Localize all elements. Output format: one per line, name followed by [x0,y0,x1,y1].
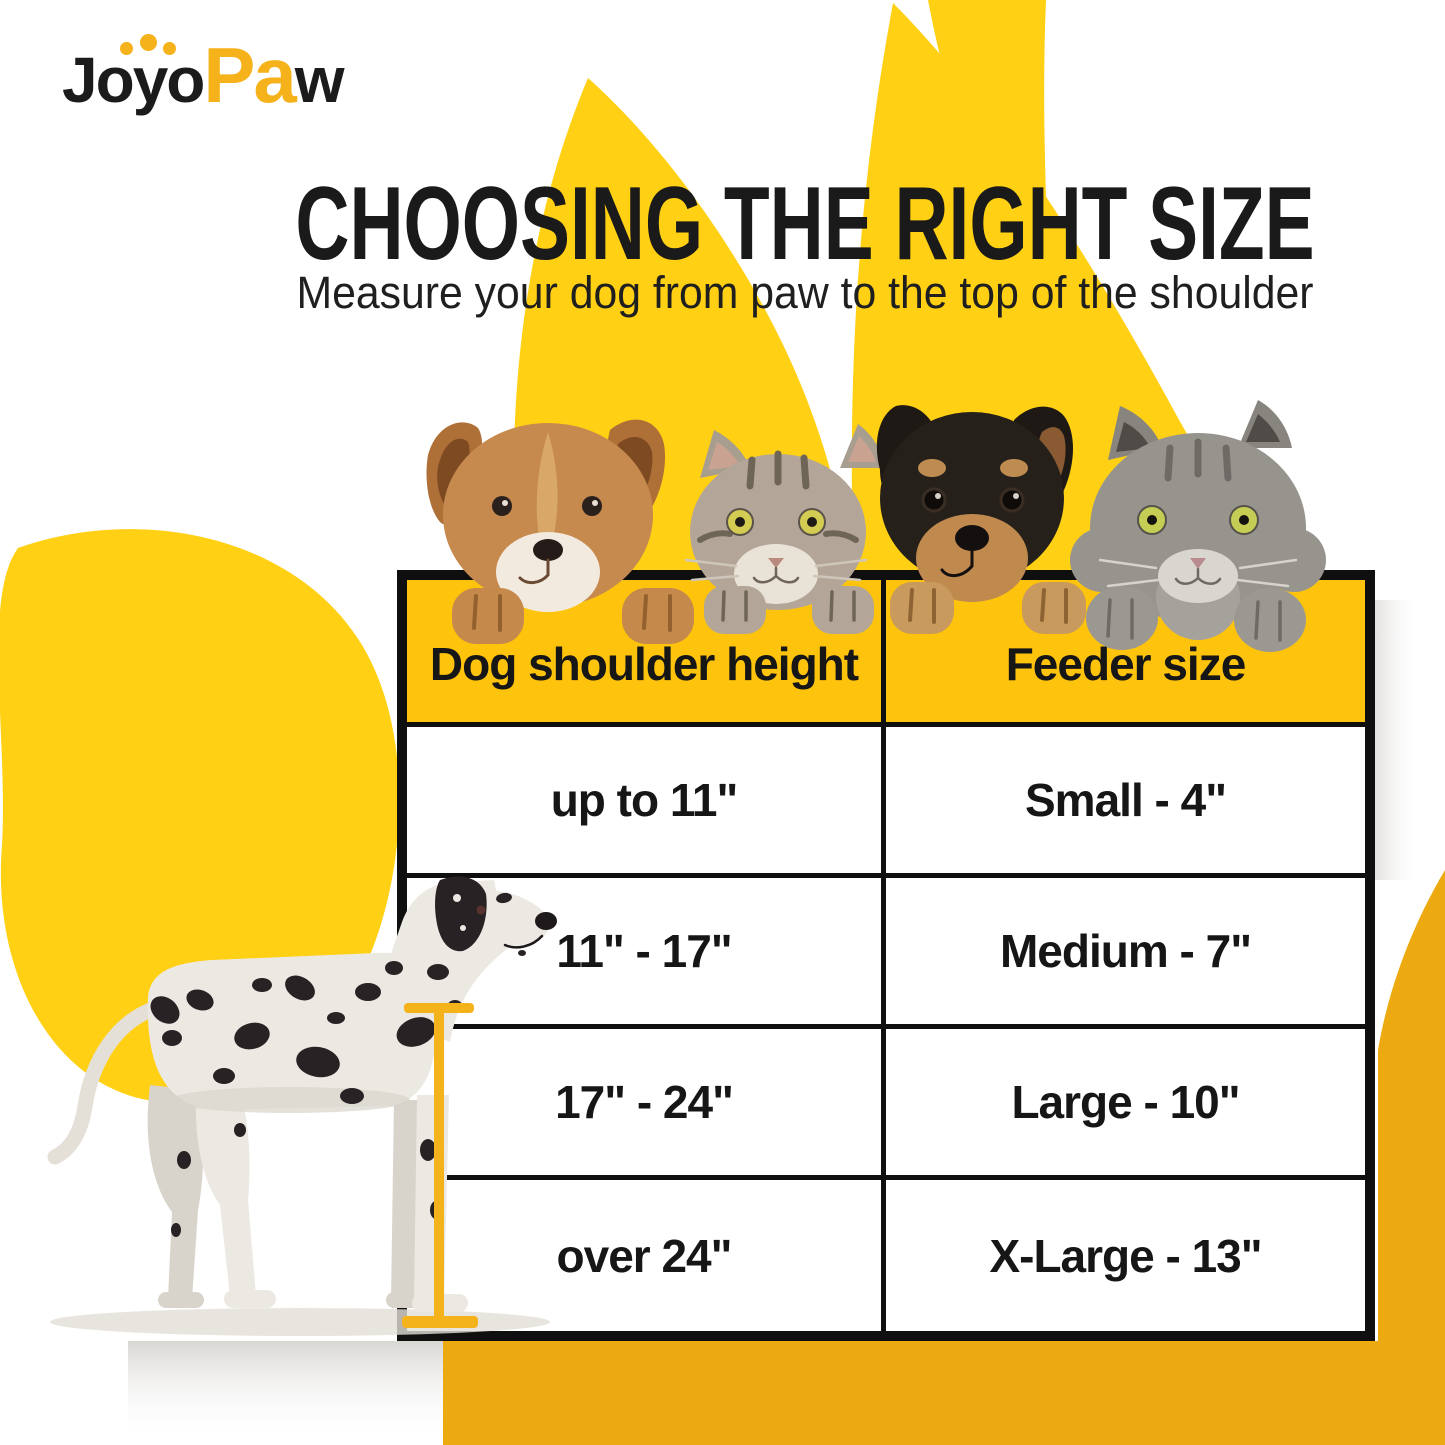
cat-paw-icon [1234,588,1306,652]
page-subtitle: Measure your dog from paw to the top of … [296,267,1314,318]
cat-paw-icon [704,586,766,634]
table-cell-height-1: up to 11" [407,727,886,878]
puppy-nose-icon [955,525,989,551]
table-cell-size-3: Large - 10" [886,1029,1365,1180]
puppy-eye-icon [921,487,947,513]
paw-dot-icon [163,42,176,55]
puppy-paw-icon [890,582,954,634]
cat-whiskers-icon [1098,558,1298,588]
dalmatian-far-front-leg [391,1100,421,1300]
dog-nose-icon [533,539,563,561]
tabby-cat-photo [684,424,886,634]
paw-toe-right [928,0,1058,424]
brown-dog-photo [426,419,694,644]
table-side-shadow [1375,600,1421,880]
dalmatian-far-back-leg [147,1085,204,1300]
paw-dot-icon [140,34,157,51]
dalmatian-eye-icon [476,905,486,915]
size-chart-table: Dog shoulder height Feeder size up to 11… [397,570,1375,1341]
cat-head [690,454,866,610]
dalmatian-near-back-leg [195,1088,256,1296]
dog-eye-icon [492,496,512,516]
table-drop-shadow [128,1341,443,1441]
dalmatian-ear-icon [435,876,487,952]
dalmatian-illustration [47,876,557,1336]
ground-shadow [50,1308,550,1336]
table-cell-size-2: Medium - 7" [886,878,1365,1029]
measuring-line-bottom-cap [402,1316,478,1328]
puppy-paw-icon [1022,582,1086,634]
table-cell-height-4: over 24" [407,1180,886,1331]
dalmatian-nose-icon [535,912,557,930]
puppy-eyebrow [918,459,946,477]
table-cell-size-4: X-Large - 13" [886,1180,1365,1331]
measuring-line [402,1003,478,1328]
cat-head [1090,433,1306,623]
logo-text-w: w [294,44,345,116]
dog-paw-icon [452,588,524,644]
puppy-eyebrow [1000,459,1028,477]
table-cell-height-3: 17" - 24" [407,1029,886,1180]
black-tan-puppy-photo [876,405,1086,634]
puppy-eye-icon [999,487,1025,513]
dog-paw-icon [622,588,694,644]
cat-whiskers-icon [684,558,868,582]
logo-text-joyo: Joyo [62,44,205,116]
cat-nose-icon [768,558,784,568]
brand-logo: JoyoPaw [62,30,345,120]
gray-cat-photo [1070,400,1326,652]
cat-paw-icon [1086,586,1158,650]
gold-shadow-wedge [443,870,1445,1445]
cat-paw-icon [812,586,874,634]
page-title: CHOOSING THE RIGHT SIZE [295,166,1315,282]
dalmatian-tail [47,1000,164,1165]
dalmatian-mouth [503,934,544,949]
table-cell-size-1: Small - 4" [886,727,1365,878]
logo-text-pa: Pa [203,31,296,119]
dalmatian-spots [150,892,526,1237]
measuring-line-bar [434,1008,444,1324]
paw-dot-icon [120,42,133,55]
dog-eye-icon [582,496,602,516]
cat-nose-icon [1190,558,1206,569]
